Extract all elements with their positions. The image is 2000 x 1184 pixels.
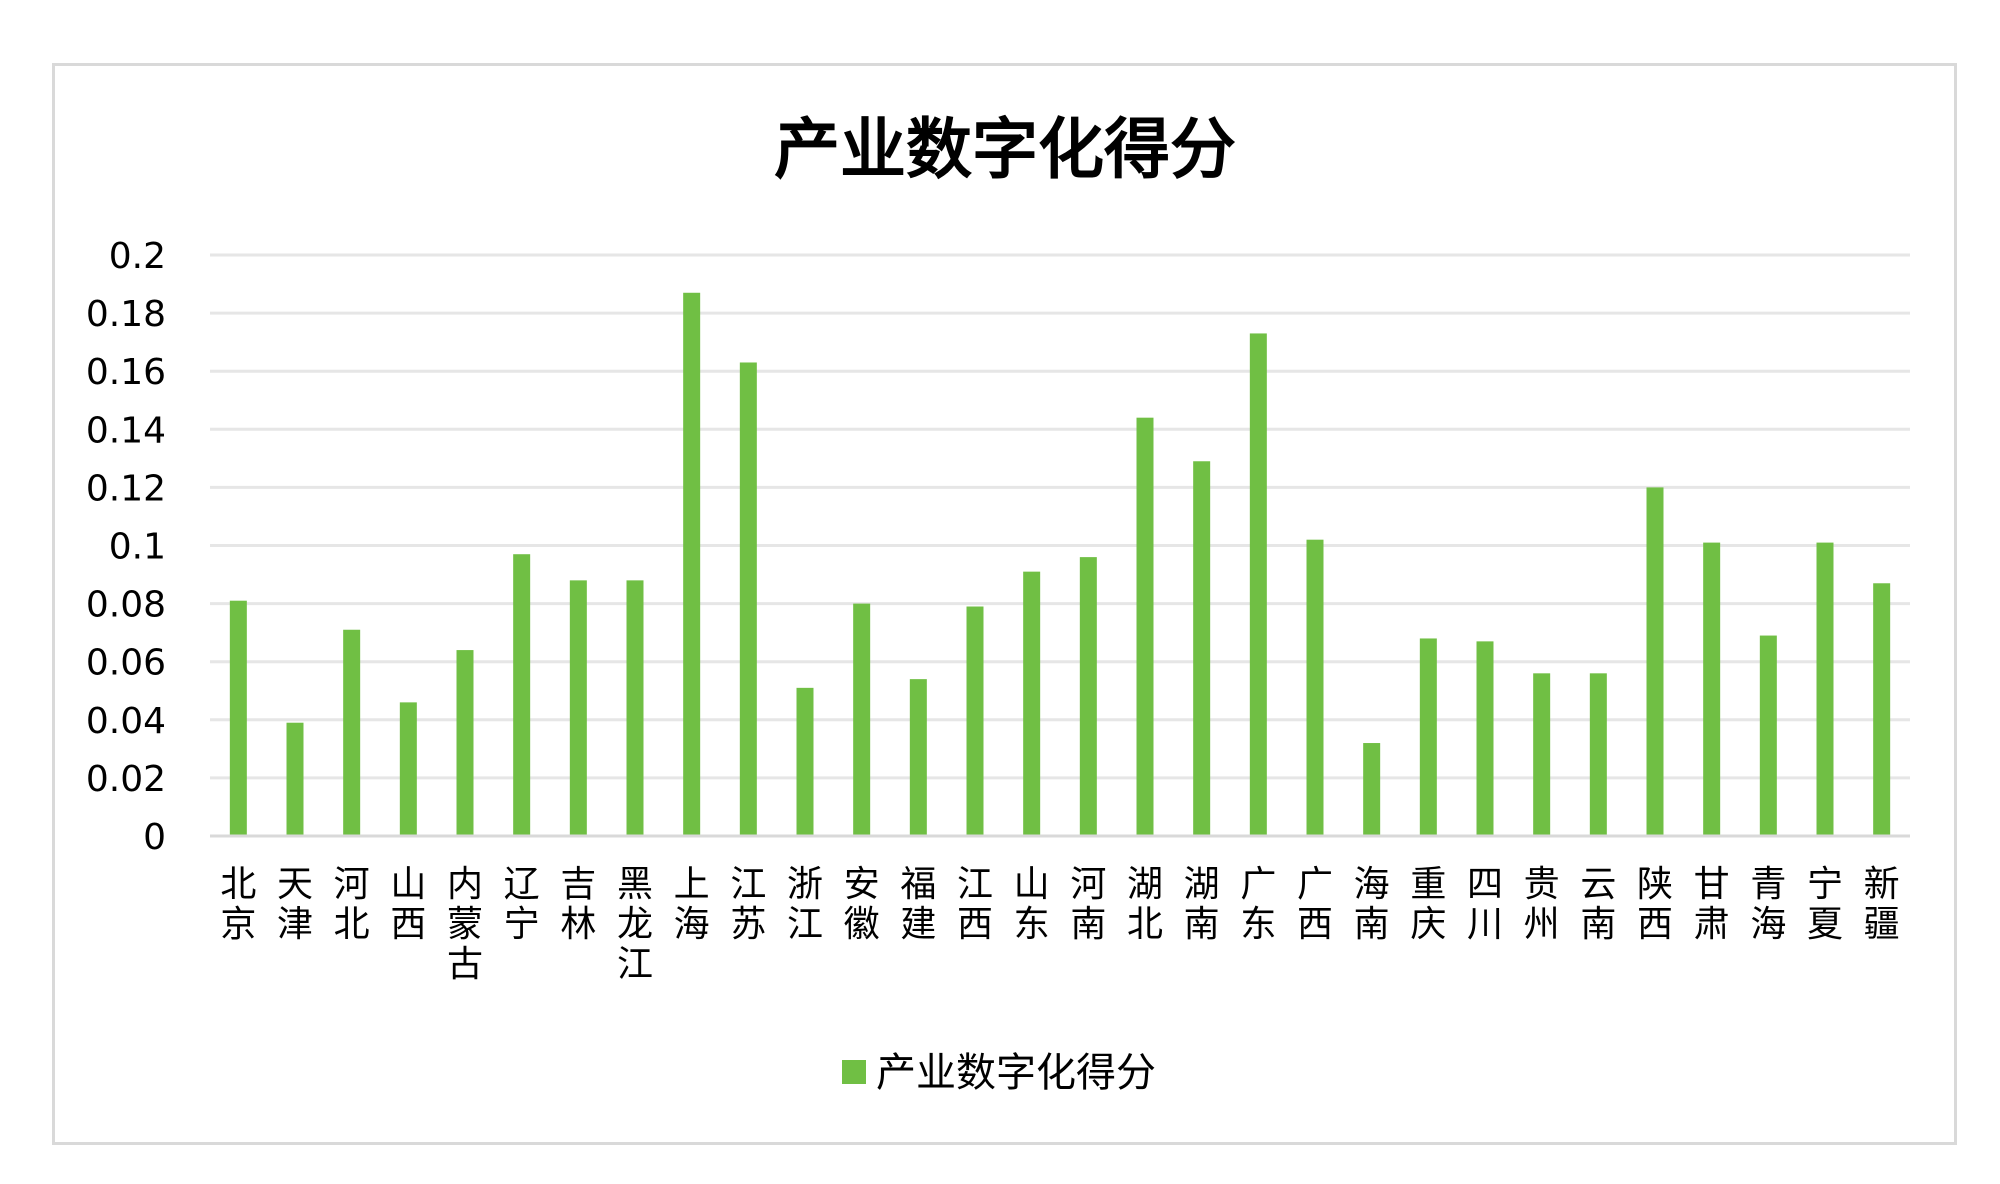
- bar: [286, 722, 304, 836]
- x-category-label: 湖南: [1184, 864, 1220, 945]
- bar: [739, 362, 757, 836]
- x-category-label: 四川: [1467, 864, 1503, 945]
- y-tick-label: 0.12: [86, 468, 166, 509]
- bar: [853, 603, 871, 836]
- bar: [343, 629, 361, 836]
- x-category-label: 青海: [1750, 864, 1786, 945]
- x-category-label: 湖北: [1127, 864, 1163, 945]
- x-category-label: 浙江: [787, 864, 823, 945]
- legend-label: 产业数字化得分: [876, 1050, 1156, 1096]
- bar: [569, 580, 587, 836]
- x-category-label: 福建: [900, 864, 936, 945]
- bar: [513, 554, 531, 836]
- y-tick-label: 0.1: [109, 527, 166, 568]
- x-category-label: 云南: [1580, 864, 1616, 945]
- bar: [1419, 638, 1437, 836]
- chart-title: 产业数字化得分: [774, 110, 1236, 188]
- gridlines: [210, 253, 1910, 780]
- y-tick-label: 0.2: [109, 236, 166, 277]
- legend-swatch: [842, 1060, 866, 1084]
- bar: [909, 679, 927, 836]
- y-tick-label: 0.16: [86, 352, 166, 393]
- y-tick-label: 0.18: [86, 294, 166, 335]
- bar: [1023, 571, 1041, 836]
- x-category-label: 天津: [277, 864, 313, 945]
- bar: [1589, 673, 1607, 836]
- x-category-label: 北京: [220, 864, 256, 945]
- y-tick-label: 0.06: [86, 643, 166, 684]
- x-category-label: 辽宁: [504, 864, 540, 945]
- x-category-label: 河北: [334, 864, 370, 945]
- x-category-label: 江苏: [730, 864, 766, 945]
- x-category-label: 海南: [1354, 864, 1390, 945]
- x-axis-categories: 北京天津河北山西内蒙古辽宁吉林黑龙江上海江苏浙江安徽福建江西山东河南湖北湖南广东…: [220, 864, 1899, 985]
- bar: [1533, 673, 1551, 836]
- x-category-label: 陕西: [1637, 864, 1673, 945]
- bar: [1136, 417, 1154, 836]
- bar: [683, 292, 701, 836]
- bar: [1306, 539, 1324, 836]
- y-tick-label: 0: [143, 817, 166, 858]
- y-tick-label: 0.04: [86, 701, 166, 742]
- x-category-label: 河南: [1070, 864, 1106, 945]
- bar: [399, 702, 417, 836]
- y-tick-label: 0.02: [86, 759, 166, 800]
- legend: 产业数字化得分: [842, 1050, 1156, 1096]
- bar: [1703, 542, 1721, 836]
- x-category-label: 安徽: [844, 864, 880, 945]
- bar: [626, 580, 644, 836]
- x-category-label: 内蒙古: [447, 864, 483, 985]
- bar: [796, 687, 814, 836]
- x-category-label: 重庆: [1410, 864, 1446, 945]
- x-category-label: 贵州: [1524, 864, 1560, 945]
- x-category-label: 新疆: [1864, 864, 1900, 945]
- bars: [229, 292, 1891, 836]
- y-tick-label: 0.08: [86, 585, 166, 626]
- x-category-label: 广东: [1240, 864, 1276, 945]
- bar: [1646, 487, 1664, 836]
- x-category-label: 山西: [390, 864, 426, 945]
- bar: [1873, 583, 1891, 836]
- y-axis-ticks: 0 0.02 0.04 0.06 0.08 0.1 0.12 0.14 0.16 0.18 0.2: [86, 236, 166, 858]
- bar: [1476, 641, 1494, 836]
- bar: [1363, 743, 1381, 836]
- bar: [1816, 542, 1834, 836]
- x-category-label: 甘肃: [1694, 864, 1730, 945]
- x-category-label: 广西: [1297, 864, 1333, 945]
- x-category-label: 江西: [957, 864, 993, 945]
- y-tick-label: 0.14: [86, 410, 166, 451]
- bar: [1193, 461, 1211, 836]
- bar: [966, 606, 984, 836]
- bar: [1759, 635, 1777, 836]
- bar: [229, 600, 247, 836]
- x-category-label: 宁夏: [1807, 864, 1843, 945]
- x-category-label: 吉林: [560, 864, 596, 945]
- x-category-label: 上海: [674, 864, 710, 945]
- bar: [1079, 557, 1097, 836]
- bar: [1249, 333, 1267, 836]
- x-category-label: 山东: [1014, 864, 1050, 945]
- bar: [456, 650, 474, 836]
- x-category-label: 黑龙江: [617, 864, 653, 985]
